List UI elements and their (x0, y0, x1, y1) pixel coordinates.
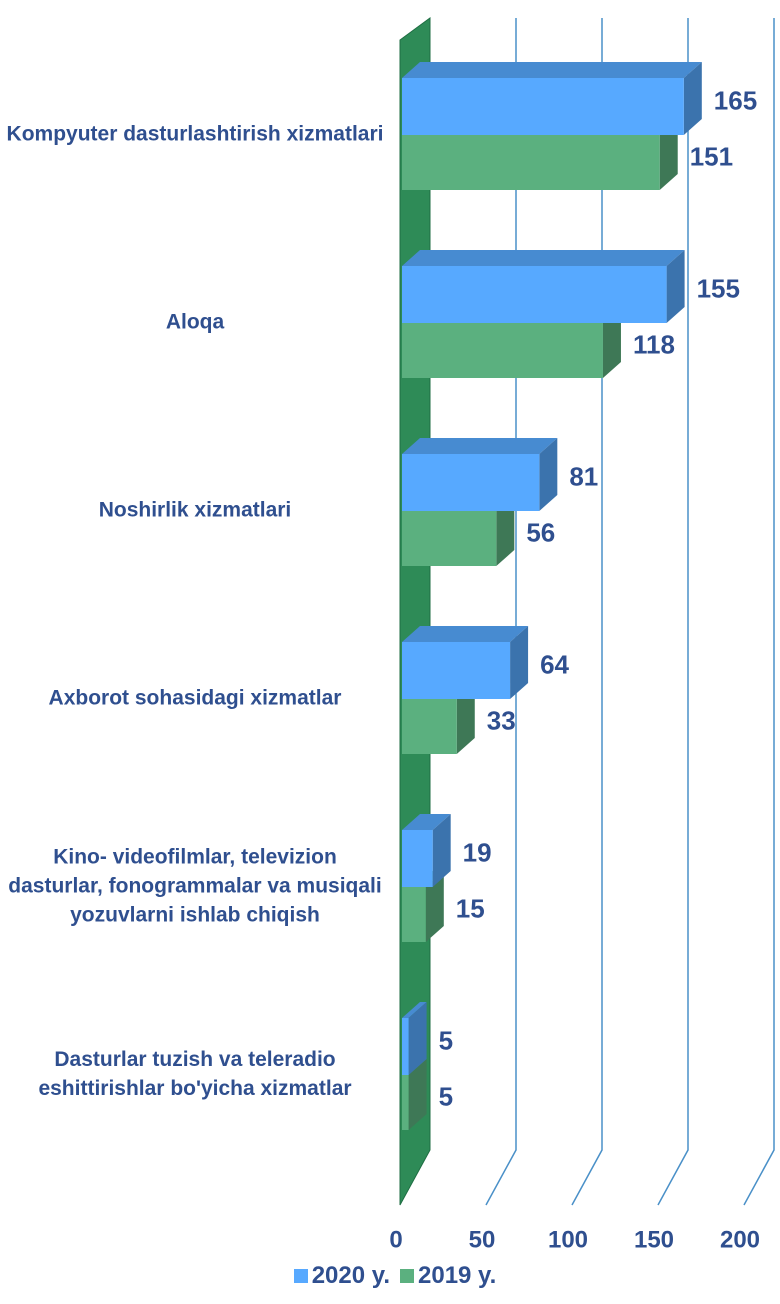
x-tick-label: 150 (634, 1226, 674, 1253)
bar-top (402, 438, 558, 454)
grid-line (743, 18, 775, 1206)
bar-side (602, 307, 621, 378)
bar-front (402, 642, 511, 699)
value-label: 151 (690, 141, 733, 171)
bar (402, 626, 529, 699)
bar-front (402, 1075, 409, 1130)
bar-side (659, 119, 678, 190)
bar-side (408, 1002, 427, 1075)
bar-side (432, 814, 451, 887)
category-label: Dasturlar tuzish va teleradio eshittiris… (38, 1048, 352, 1100)
bar-side (510, 626, 529, 699)
bar-side (666, 250, 685, 323)
x-tick-label: 200 (720, 1226, 760, 1253)
value-label: 5 (439, 1025, 453, 1055)
legend-label: 2020 y. (311, 1262, 390, 1289)
bar (402, 438, 558, 511)
bar-front (402, 78, 684, 135)
grid-line (571, 18, 603, 1206)
bar-front (402, 699, 457, 754)
bar-front (402, 830, 433, 887)
legend-swatch (400, 1269, 414, 1283)
bar (402, 250, 685, 323)
bar-top (402, 250, 685, 266)
value-label: 33 (487, 705, 516, 735)
grid-line (485, 18, 517, 1206)
x-tick-label: 50 (469, 1226, 496, 1253)
bar-side (539, 438, 558, 511)
bar-side (456, 683, 475, 754)
bar-front (402, 135, 660, 190)
grid-line (657, 18, 689, 1206)
value-label: 118 (633, 329, 675, 359)
bar-front (402, 511, 497, 566)
x-tick-label: 100 (548, 1226, 588, 1253)
value-label: 5 (439, 1081, 453, 1111)
bar-top (402, 814, 451, 830)
bar-front (402, 266, 667, 323)
value-label: 19 (463, 837, 492, 867)
bar (402, 814, 451, 887)
category-label: Kompyuter dasturlashtirish xizmatlari (6, 122, 384, 146)
legend-label: 2019 y. (418, 1262, 497, 1289)
bar (402, 1002, 427, 1075)
category-label: Axborot sohasidagi xizmatlar (48, 686, 342, 710)
x-tick-label: 0 (389, 1226, 402, 1253)
value-label: 155 (697, 273, 740, 303)
value-label: 64 (540, 649, 569, 679)
value-label: 15 (456, 893, 485, 923)
legend: 2020 y. 2019 y. (0, 1262, 780, 1290)
bar-top (402, 626, 529, 642)
bar-top (402, 62, 702, 78)
bar-front (402, 454, 540, 511)
bar-top (402, 1002, 427, 1018)
value-label: 81 (569, 461, 598, 491)
bar-front (402, 323, 603, 378)
bar-front (402, 887, 426, 942)
category-label: Kino- videofilmlar, televizion dasturlar… (8, 845, 382, 927)
bar-side (683, 62, 702, 135)
value-label: 56 (526, 517, 555, 547)
bar-front (402, 1018, 409, 1075)
category-label: Aloqa (165, 310, 225, 334)
legend-swatch (293, 1269, 308, 1283)
bar-side (425, 871, 444, 942)
value-label: 165 (714, 85, 757, 115)
bar-side (496, 495, 515, 566)
bar-side (408, 1059, 427, 1130)
category-label: Noshirlik xizmatlari (98, 498, 292, 522)
bar (402, 62, 702, 135)
